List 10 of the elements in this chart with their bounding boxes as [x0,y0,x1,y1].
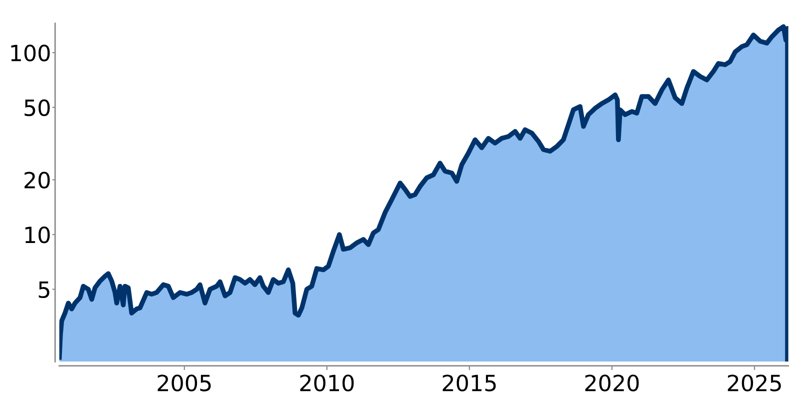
x-tick-label: 2020 [585,374,639,392]
y-tick-label: 50 [24,99,50,116]
x-tick-label: 2005 [158,374,211,392]
y-tick-label: 20 [24,172,50,189]
x-tick-label: 2015 [442,374,496,392]
y-tick-label: 100 [11,44,50,62]
y-tick-label: 5 [38,282,50,298]
x-tick-label: 2025 [728,374,781,392]
y-tick-label: 10 [25,226,50,244]
x-tick-label: 2010 [300,374,354,392]
